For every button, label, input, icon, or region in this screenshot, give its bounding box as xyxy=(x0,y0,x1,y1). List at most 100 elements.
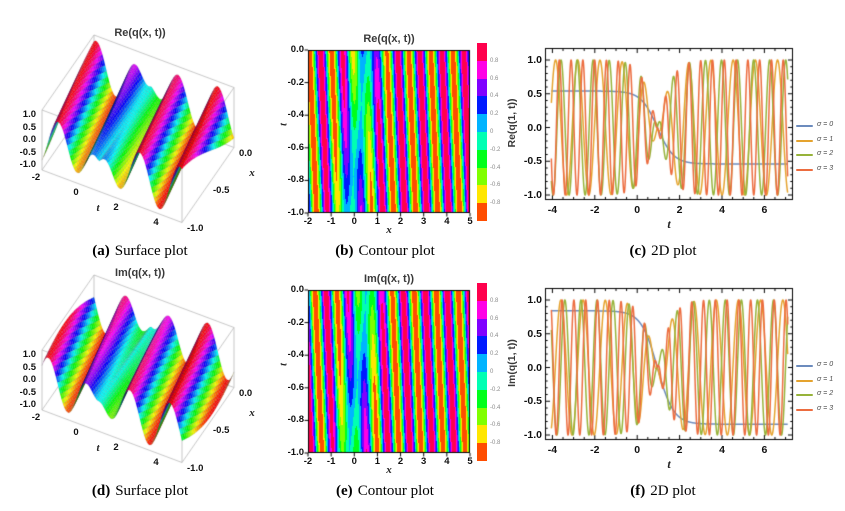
colorbar-tick-label: 0.2 xyxy=(490,111,499,118)
contour-plot-canvas xyxy=(270,240,500,480)
x-tick-label: 4 xyxy=(719,204,725,216)
y-tick-label: 0.0 xyxy=(290,44,304,55)
legend-label: σ = 3 xyxy=(817,164,834,172)
x-axis-label: x xyxy=(386,224,392,236)
colorbar-segment xyxy=(477,149,487,168)
y-tick-label: -0.2 xyxy=(287,76,304,88)
x-tick-label: 2 xyxy=(676,204,683,216)
x-tick-label: 0.0 xyxy=(239,387,253,399)
panel-line-im: Im(q(1, t)) t (f) 2D plot -4 -2 0 2 4 6 1.0 0.5 0… xyxy=(500,240,845,511)
x-tick-label: 3 xyxy=(421,456,427,467)
colorbar-tick-label: 0.4 xyxy=(490,333,499,340)
t-tick-label: 2 xyxy=(113,202,119,213)
colorbar-segment xyxy=(477,283,487,301)
caption-tag: (d) xyxy=(91,483,111,499)
x-tick-label: 3 xyxy=(421,216,427,227)
legend-label: σ = 0 xyxy=(817,361,834,368)
contour-plot-canvas xyxy=(270,0,500,240)
legend-swatch xyxy=(796,125,813,127)
y-tick-label: -1.0 xyxy=(287,207,304,218)
colorbar-segment xyxy=(477,389,487,408)
colorbar-segment xyxy=(477,407,487,426)
y-tick-label: -0.8 xyxy=(287,174,304,186)
legend-label: σ = 1 xyxy=(817,135,834,143)
x-tick-label: -0.5 xyxy=(213,425,230,436)
legend-swatch xyxy=(796,408,813,411)
colorbar-tick-label: -0.2 xyxy=(490,386,501,393)
x-tick-label: 6 xyxy=(761,444,768,456)
caption-text: Surface plot xyxy=(115,483,189,499)
panel-line-re: Re(q(1, t)) t (c)2D plot -4-202461.00.50… xyxy=(500,0,845,271)
colorbar-segment xyxy=(477,96,487,115)
y-tick-label: 0.0 xyxy=(527,361,542,374)
y-tick-label: -0.4 xyxy=(287,109,304,121)
t-axis-label: t xyxy=(96,202,100,214)
colorbar-segment xyxy=(477,425,487,444)
legend-swatch xyxy=(796,139,813,142)
x-tick-label: -1 xyxy=(326,456,336,467)
x-tick-label: 2 xyxy=(676,444,683,456)
colorbar-segment xyxy=(477,318,487,337)
x-tick-label: -2 xyxy=(303,216,313,227)
t-tick-label: 2 xyxy=(113,442,119,453)
x-tick-label: 5 xyxy=(467,456,473,467)
z-tick-label: -0.5 xyxy=(19,146,36,158)
surface-plot-canvas xyxy=(0,240,280,480)
y-tick-label: -0.5 xyxy=(523,155,542,168)
colorbar-tick-label: -0.2 xyxy=(490,146,501,153)
colorbar-tick-label: -0.6 xyxy=(490,422,501,429)
colorbar-segment xyxy=(477,78,487,97)
x-tick-label: 1 xyxy=(374,216,381,227)
caption-tag: (e) xyxy=(336,483,353,499)
line-plot-canvas xyxy=(500,0,845,240)
x-tick-label: 5 xyxy=(467,216,473,227)
x-tick-label: 1 xyxy=(374,456,381,467)
colorbar-segment xyxy=(477,300,487,319)
x-tick-label: -1 xyxy=(326,216,336,227)
z-tick-label: 1.0 xyxy=(22,109,36,120)
legend-label: σ = 3 xyxy=(817,404,834,412)
legend-swatch xyxy=(796,365,813,367)
y-tick-label: -1.0 xyxy=(523,189,542,201)
colorbar-segment xyxy=(477,132,487,150)
t-tick-label: 0 xyxy=(73,427,79,438)
colorbar-tick-label: 0.6 xyxy=(490,315,499,322)
panel-contour-re: Re(q(x, t)) t x (b)Contour plot -2-10123… xyxy=(270,0,500,271)
colorbar-tick-label: -0.8 xyxy=(490,200,501,207)
x-tick-label: 2 xyxy=(397,456,404,467)
y-tick-label: 1.0 xyxy=(527,294,542,306)
colorbar-segment xyxy=(477,114,487,132)
colorbar-segment xyxy=(477,167,487,186)
colorbar-segment xyxy=(477,43,487,61)
z-tick-label: 1.0 xyxy=(22,349,36,360)
legend-label: σ = 1 xyxy=(817,375,834,383)
t-tick-label: 4 xyxy=(153,217,159,228)
y-tick-label: 0.5 xyxy=(527,87,542,100)
y-tick-label: -1.0 xyxy=(287,447,304,458)
y-tick-label: 0.0 xyxy=(290,284,304,295)
colorbar-tick-label: -0.4 xyxy=(490,404,501,411)
colorbar-segment xyxy=(477,185,487,204)
y-tick-label: 0.0 xyxy=(527,121,542,134)
x-tick-label: -0.5 xyxy=(213,185,230,196)
y-tick-label: -0.6 xyxy=(287,141,304,153)
legend-swatch xyxy=(796,394,813,397)
colorbar-segment xyxy=(477,372,487,390)
legend-label: σ = 2 xyxy=(817,150,834,158)
x-axis-label: x xyxy=(386,464,392,476)
x-tick-label: 6 xyxy=(761,204,768,216)
colorbar-tick-label: 0 xyxy=(490,129,494,135)
t-tick-label: -2 xyxy=(31,172,41,183)
y-tick-label: 0.5 xyxy=(527,327,542,340)
x-tick-label: 0 xyxy=(351,456,357,467)
colorbar-tick-label: 0.6 xyxy=(490,75,499,82)
z-tick-label: 0.5 xyxy=(22,361,36,373)
colorbar-segment xyxy=(477,354,487,372)
x-tick-label: 0.0 xyxy=(239,147,253,159)
y-tick-label: 1.0 xyxy=(527,54,542,66)
colorbar-tick-label: -0.4 xyxy=(490,164,501,171)
colorbar-tick-label: 0 xyxy=(490,369,494,375)
caption-text: 2D plot xyxy=(650,483,696,499)
x-axis-label: t xyxy=(667,217,671,231)
y-tick-label: -1.0 xyxy=(523,429,542,441)
